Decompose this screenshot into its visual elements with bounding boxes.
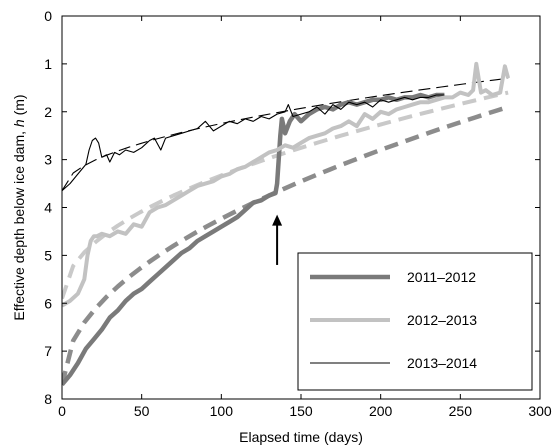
x-tick-label: 200 <box>369 403 393 419</box>
x-axis-label: Elapsed time (days) <box>239 429 363 445</box>
y-tick-label: 7 <box>44 343 52 359</box>
y-axis-label-prefix: Effective depth below ice dam, <box>11 127 27 321</box>
fit-line-4 <box>62 90 509 300</box>
y-tick-label: 2 <box>44 104 52 120</box>
y-tick-label: 1 <box>44 56 52 72</box>
y-axis-label-suffix: (m) <box>11 94 27 119</box>
y-tick-label: 6 <box>44 295 52 311</box>
legend-label: 2011–2012 <box>407 269 476 285</box>
series-layer <box>62 61 511 387</box>
arrow-icon <box>272 214 283 226</box>
legend-label: 2012–2013 <box>407 312 477 328</box>
x-tick-label: 50 <box>134 403 150 419</box>
series-line-1 <box>62 61 511 308</box>
x-tick-label: 300 <box>528 403 552 419</box>
y-axis-label-variable: h <box>11 119 27 127</box>
legend: 2011–2012 2012–2013 2013–2014 <box>297 252 533 391</box>
x-tick-label: 150 <box>289 403 313 419</box>
x-tick-label: 0 <box>58 403 66 419</box>
y-tick-label: 5 <box>44 247 52 263</box>
legend-label: 2013–2014 <box>407 355 477 371</box>
y-tick-label: 4 <box>44 200 52 216</box>
y-tick-label: 8 <box>44 391 52 407</box>
fit-line-3 <box>62 104 509 386</box>
x-tick-label: 250 <box>449 403 473 419</box>
annotation-layer <box>272 214 283 265</box>
series-line-2 <box>62 94 445 192</box>
y-axis-label: Effective depth below ice dam, h (m) <box>11 94 27 320</box>
ticks-layer: 0 50 100 150 200 250 300 0 1 2 3 4 5 6 7 8 <box>44 8 552 419</box>
y-tick-label: 3 <box>44 152 52 168</box>
y-tick-label: 0 <box>44 8 52 24</box>
x-tick-label: 100 <box>210 403 234 419</box>
series-line-0 <box>62 92 445 387</box>
